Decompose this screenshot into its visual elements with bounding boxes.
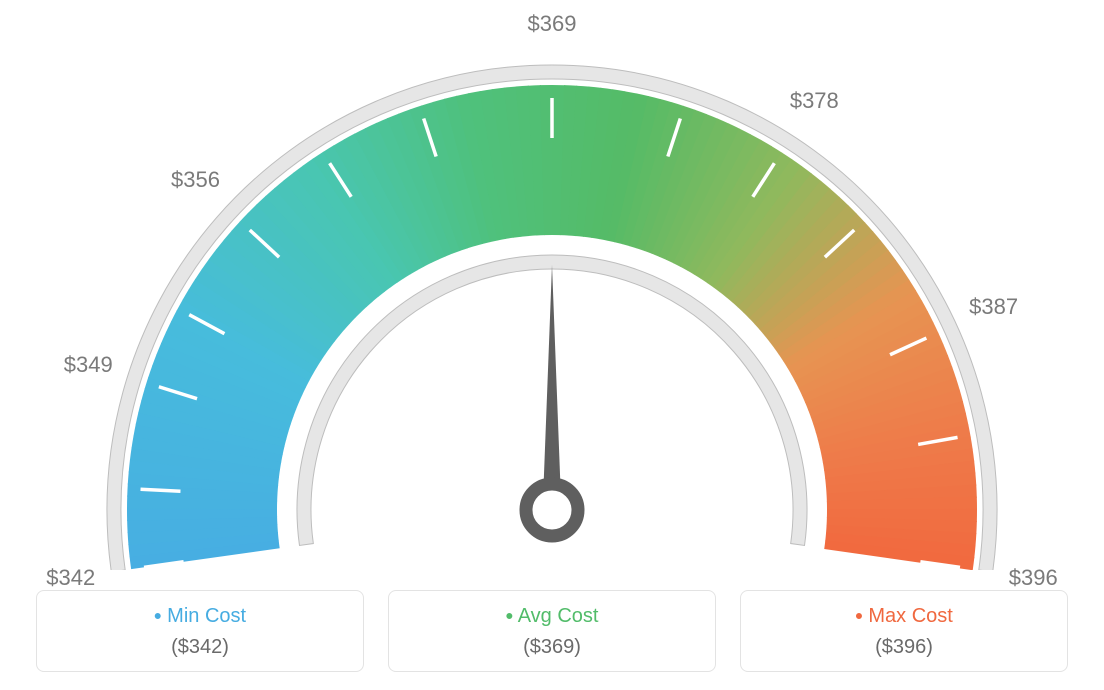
- tick-label: $369: [528, 11, 577, 37]
- gauge-svg: [0, 0, 1104, 570]
- tick-label: $378: [790, 88, 839, 114]
- tick-label: $396: [1009, 565, 1058, 591]
- legend-title-text: Max Cost: [868, 605, 952, 627]
- tick-label: $387: [969, 294, 1018, 320]
- tick-label: $349: [64, 352, 113, 378]
- legend-title-text: Min Cost: [167, 605, 246, 627]
- legend-card-avg: • Avg Cost ($369): [388, 590, 716, 672]
- cost-gauge-container: $342 $349 $356 $369 $378 $387 $396 • Min Cost …: [0, 0, 1104, 690]
- legend-card-max: • Max Cost ($396): [740, 590, 1068, 672]
- dot-icon: •: [506, 604, 514, 629]
- legend-title-min: • Min Cost: [37, 605, 363, 628]
- legend-title-max: • Max Cost: [741, 605, 1067, 628]
- legend-value-min: ($342): [37, 636, 363, 659]
- legend-title-avg: • Avg Cost: [389, 605, 715, 628]
- gauge-area: $342$349$356$369$378$387$396: [0, 0, 1104, 570]
- legend-row: • Min Cost ($342) • Avg Cost ($369) • Ma…: [0, 590, 1104, 672]
- legend-value-avg: ($369): [389, 636, 715, 659]
- dot-icon: •: [154, 604, 162, 629]
- legend-card-min: • Min Cost ($342): [36, 590, 364, 672]
- legend-value-max: ($396): [741, 636, 1067, 659]
- tick-label: $356: [171, 167, 220, 193]
- dot-icon: •: [855, 604, 863, 629]
- legend-title-text: Avg Cost: [518, 605, 599, 627]
- tick-label: $342: [46, 565, 95, 591]
